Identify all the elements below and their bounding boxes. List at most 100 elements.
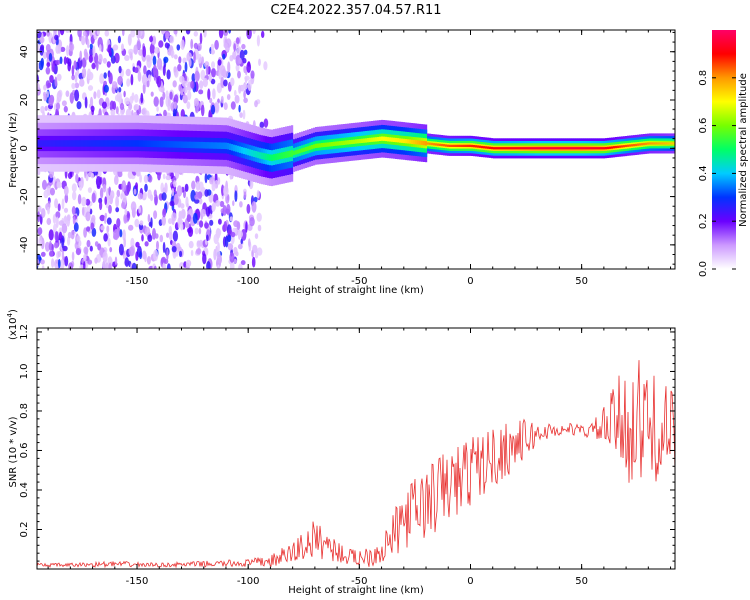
spectrogram-noise-mark: [173, 101, 177, 110]
spectrogram-noise-mark: [78, 240, 82, 247]
spectrogram-ridge-mark: [473, 145, 476, 148]
spectrogram-noise-mark: [162, 187, 166, 194]
spectrogram-ridge-mark: [671, 142, 674, 145]
spectrogram-noise-mark: [65, 30, 70, 33]
spectrogram-ridge-mark: [433, 143, 436, 146]
spectrogram-noise-mark: [227, 61, 231, 73]
colorbar-tick-label: 0.2: [698, 213, 709, 229]
spectrogram-noise-mark: [234, 89, 237, 97]
spectrogram-ridge-mark: [219, 142, 222, 149]
spectrogram-noise-mark: [243, 65, 247, 74]
spectrogram-ridge-mark: [161, 140, 164, 148]
snr-y-multiplier-exponent: 4: [6, 312, 14, 317]
spectrogram-noise-mark: [99, 187, 104, 199]
spectrogram-ridge-mark: [109, 140, 112, 147]
spectrogram-noise-mark: [130, 74, 134, 86]
spectrogram-ridge-mark: [479, 145, 482, 148]
spectrogram-noise-mark: [178, 250, 183, 258]
colorbar-gradient: [712, 30, 736, 269]
spectrogram-noise-mark: [172, 80, 177, 88]
spectrogram-noise-mark: [204, 173, 208, 184]
spectrogram-ridge-mark: [431, 142, 434, 146]
spectrogram-noise-mark: [164, 42, 169, 49]
spectrogram-ridge-mark: [249, 149, 252, 156]
spectrogram-ridge-mark: [355, 139, 358, 144]
spectrogram-ridge-mark: [153, 140, 156, 148]
spectrogram-ridge-mark: [429, 142, 432, 145]
spectrogram-noise-mark: [227, 243, 234, 251]
snr-y-multiplier: (x104): [6, 309, 19, 340]
spectrogram-noise-mark: [115, 207, 120, 213]
spectrogram-noise-mark: [83, 48, 88, 58]
spectrogram-noise-mark: [73, 60, 77, 70]
spectrogram-ridge-mark: [389, 137, 392, 142]
spectrogram-ridge-mark: [551, 147, 554, 150]
spectrogram-ridge-mark: [491, 146, 494, 150]
spectrogram-ridge-mark: [71, 140, 74, 147]
spectrogram-noise-mark: [149, 43, 155, 55]
spectrogram-noise-mark: [106, 225, 110, 233]
spectrogram-noise-mark: [110, 190, 115, 200]
spectrogram-noise-mark: [177, 63, 182, 72]
spectrogram-noise-mark: [126, 78, 131, 87]
spectrogram-noise-mark: [40, 44, 45, 51]
spectrogram-ridge-mark: [371, 137, 374, 142]
spectrogram-ridge-mark: [427, 142, 430, 145]
spectrogram-ridge-mark: [127, 140, 130, 147]
spectrogram-ridge-mark: [343, 140, 346, 145]
spectrogram-noise-mark: [43, 91, 47, 98]
spectrogram-noise-mark: [116, 189, 121, 198]
spectrogram-noise-mark: [241, 43, 246, 50]
spectrogram-noise-mark: [131, 109, 134, 117]
spectrogram-noise-mark: [214, 39, 219, 50]
spectrogram-ridge-mark: [195, 141, 198, 149]
spectrogram-noise-mark: [256, 35, 260, 47]
spectrogram-ridge-mark: [217, 142, 220, 149]
spectrogram-ridge-mark: [631, 144, 634, 147]
spectrogram-ridge-mark: [77, 140, 80, 147]
spectrogram-ridge-mark: [275, 153, 278, 161]
spectrogram-ridge-mark: [655, 142, 658, 145]
colorbar-tick-label: 0.8: [698, 70, 709, 86]
snr-x-label: Height of straight line (km): [288, 585, 424, 596]
spectrogram-noise-mark: [187, 226, 194, 237]
spectrogram-noise-mark: [220, 76, 225, 89]
spectrogram-ridge-mark: [101, 140, 104, 147]
spectrogram-noise-mark: [77, 194, 82, 205]
spectrogram-ridge-mark: [185, 141, 188, 148]
spectrogram-noise-mark: [173, 193, 179, 206]
spectrogram-ridge-mark: [257, 151, 260, 159]
spectrogram-noise-mark: [40, 208, 46, 218]
spectrogram-noise-mark: [130, 30, 136, 38]
spectrogram-noise-mark: [48, 229, 54, 241]
spectrogram-ridge-mark: [123, 140, 126, 147]
spectrogram-noise-mark: [229, 252, 235, 263]
spectrogram-noise-mark: [152, 55, 157, 66]
spectrogram-ridge-mark: [43, 140, 46, 147]
spectrogram-ridge-mark: [85, 140, 88, 147]
spectrogram-ridge-mark: [603, 147, 606, 150]
snr-frame: [36, 327, 676, 570]
spectrogram-ridge-mark: [39, 140, 42, 147]
colorbar-tick-label: 0.0: [698, 261, 709, 277]
spectrogram-noise-mark: [180, 39, 185, 50]
spectrogram-ridge-mark: [341, 140, 344, 146]
spectrogram-noise-mark: [193, 31, 198, 37]
spectrogram-noise-mark: [64, 193, 69, 204]
spectrogram-noise-mark: [150, 217, 153, 229]
spectrogram-ridge-mark: [565, 147, 568, 150]
spectrogram-noise-mark: [71, 74, 75, 81]
spectrogram-noise-mark: [61, 100, 67, 107]
spectrogram-noise-mark: [161, 192, 167, 201]
spectrogram-noise-mark: [237, 70, 241, 79]
spectrogram-ridge-mark: [107, 140, 110, 147]
spectrogram-ridge-mark: [537, 147, 540, 150]
spectrogram-noise-mark: [83, 227, 87, 238]
spectrogram-ridge-mark: [643, 142, 646, 146]
spectrogram-noise-mark: [138, 49, 144, 56]
spectrogram-noise-mark: [70, 230, 75, 240]
spectrogram-noise-mark: [114, 175, 119, 186]
spectrogram-noise-mark: [64, 255, 69, 267]
spectrogram-ridge-mark: [607, 146, 610, 150]
spectrogram-noise-mark: [188, 58, 192, 67]
